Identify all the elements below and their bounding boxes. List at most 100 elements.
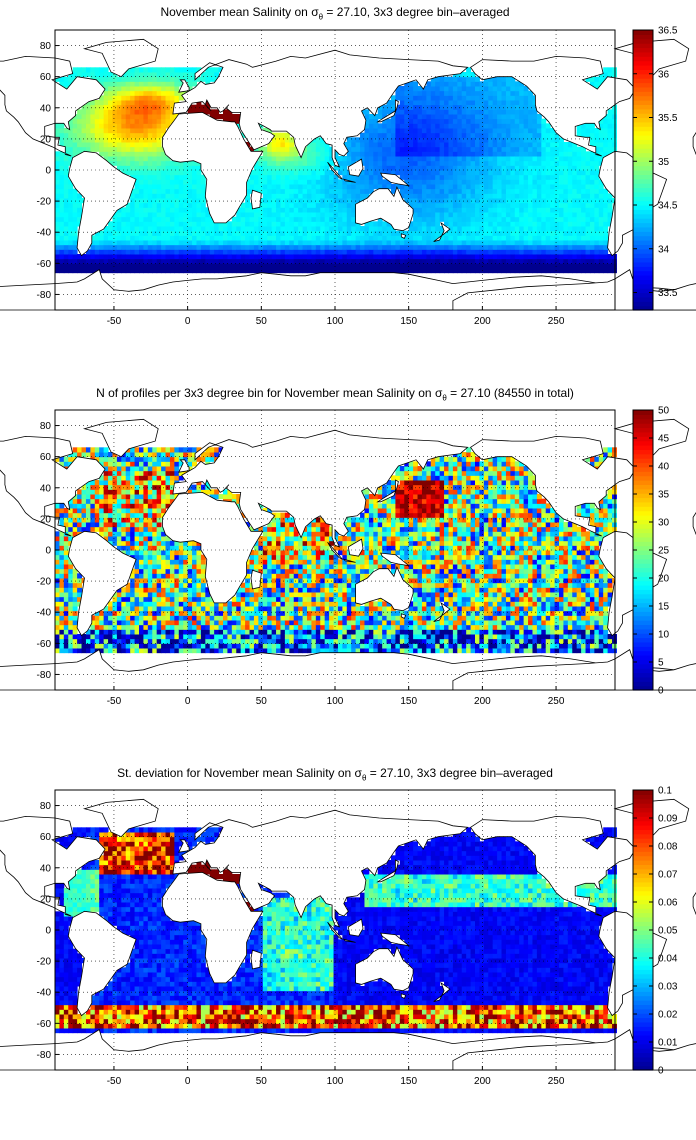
bin-cell (492, 142, 498, 148)
bin-cell (346, 146, 352, 152)
bin-cell (205, 216, 211, 222)
bin-cell (391, 128, 396, 134)
bin-cell (258, 230, 264, 236)
bin-cell (103, 648, 109, 654)
bin-cell (408, 104, 414, 110)
bin-cell (413, 212, 419, 218)
bin-cell (501, 170, 507, 176)
bin-cell (112, 610, 118, 616)
bin-cell (519, 263, 525, 269)
bin-cell (435, 132, 441, 138)
bin-cell (130, 540, 136, 546)
bin-cell (439, 207, 445, 213)
bin-cell (116, 620, 122, 626)
bin-cell (147, 578, 153, 584)
bin-cell (121, 536, 127, 542)
land-polygon (376, 99, 399, 123)
bin-cell (368, 184, 374, 190)
bin-cell (200, 109, 206, 115)
bin-cell (187, 258, 193, 264)
bin-cell (289, 142, 295, 148)
bin-cell (130, 216, 136, 222)
bin-cell (156, 531, 162, 537)
bin-cell (147, 142, 153, 148)
bin-cell (187, 212, 193, 218)
bin-cell (439, 151, 445, 157)
bin-cell (240, 212, 246, 218)
bin-cell (99, 235, 105, 241)
bin-cell (475, 268, 480, 274)
bin-cell (134, 123, 140, 129)
bin-cell (94, 522, 100, 528)
y-tick-label: 20 (40, 134, 52, 145)
bin-cell (130, 160, 136, 166)
bin-cell (112, 81, 118, 87)
bin-cell (253, 240, 259, 246)
bin-cell (311, 137, 317, 143)
bin-cell (156, 188, 162, 194)
bin-cell (156, 536, 162, 542)
bin-cell (307, 212, 312, 218)
bin-cell (134, 606, 140, 612)
bin-cell (523, 258, 529, 264)
colorbar-segment (633, 183, 653, 189)
bin-cell (130, 118, 136, 124)
bin-cell (395, 128, 401, 134)
bin-cell (532, 263, 538, 269)
colorbar-segment (633, 82, 653, 88)
bin-cell (444, 90, 449, 96)
bin-cell (594, 230, 600, 236)
bin-cell (444, 207, 449, 213)
bin-cell (461, 146, 467, 152)
bin-cell (130, 109, 136, 115)
bin-cell (466, 128, 472, 134)
bin-cell (439, 118, 445, 124)
bin-cell (563, 156, 569, 162)
bin-cell (457, 72, 463, 78)
bin-cell (576, 254, 582, 260)
bin-cell (103, 235, 109, 241)
bin-cell (218, 254, 224, 260)
bin-cell (298, 240, 304, 246)
bin-cell (475, 156, 480, 162)
bin-cell (271, 137, 277, 143)
x-tick-label: 50 (256, 316, 268, 327)
bin-cell (536, 142, 542, 148)
bin-cell (125, 456, 131, 462)
bin-cell (165, 165, 171, 171)
bin-cell (603, 188, 609, 194)
bin-cell (103, 146, 109, 152)
bin-cell (99, 620, 105, 626)
bin-cell (364, 249, 370, 255)
bin-cell (435, 179, 441, 185)
bin-cell (315, 146, 321, 152)
bin-cell (147, 230, 153, 236)
bin-cell (395, 240, 401, 246)
bin-cell (77, 526, 83, 532)
bin-cell (139, 86, 144, 92)
bin-cell (156, 81, 162, 87)
bin-cell (550, 174, 556, 180)
bin-cell (112, 592, 118, 598)
bin-cell (130, 587, 136, 593)
bin-cell (284, 151, 290, 157)
bin-cell (134, 235, 140, 241)
bin-cell (192, 254, 197, 260)
bin-cell (240, 216, 246, 222)
bin-cell (311, 202, 317, 208)
bin-cell (139, 263, 144, 269)
bin-cell (289, 268, 295, 274)
bin-cell (505, 207, 511, 213)
bin-cell (337, 263, 343, 269)
bin-cell (581, 230, 587, 236)
bin-cell (143, 151, 149, 157)
bin-cell (364, 165, 370, 171)
bin-cell (214, 268, 220, 274)
bin-cell (112, 244, 118, 250)
bin-cell (63, 578, 69, 584)
bin-cell (130, 263, 136, 269)
bin-cell (271, 174, 277, 180)
bin-cell (386, 249, 392, 255)
bin-cell (161, 268, 167, 274)
bin-cell (413, 174, 419, 180)
